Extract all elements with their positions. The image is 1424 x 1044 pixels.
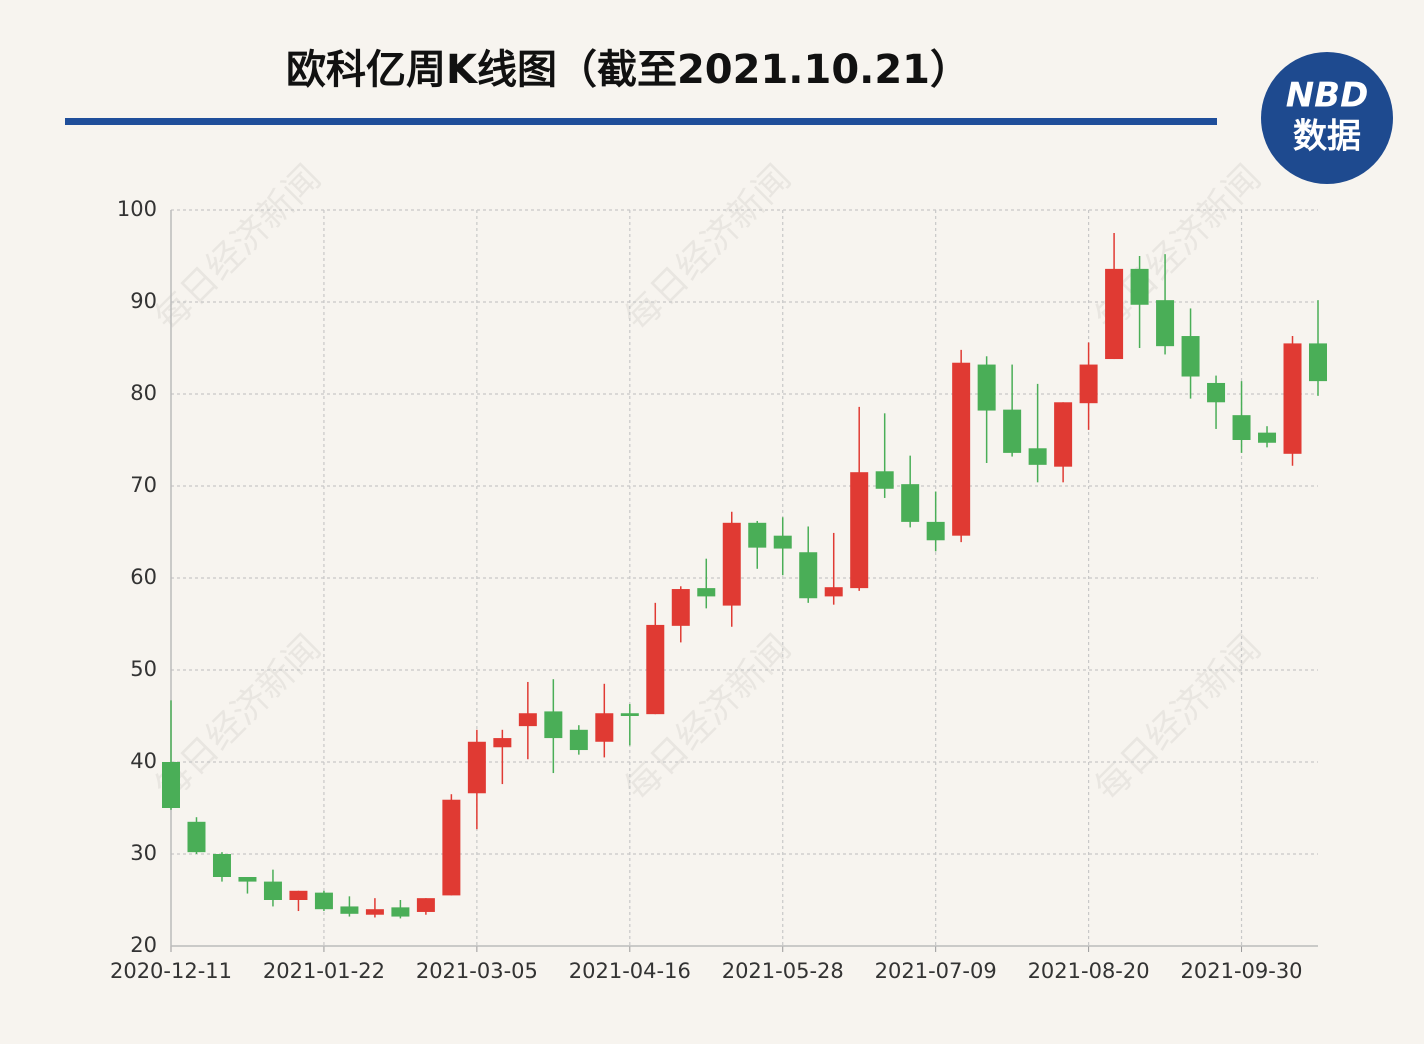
candle-body xyxy=(799,552,818,599)
candle-body xyxy=(340,906,359,914)
candle-body xyxy=(1181,336,1200,377)
candle-body xyxy=(977,364,996,411)
y-tick-label: 80 xyxy=(130,381,157,405)
y-tick-label: 30 xyxy=(130,841,157,865)
candle-body xyxy=(824,587,843,597)
candle-body xyxy=(1079,364,1098,404)
candle-body xyxy=(1054,402,1073,467)
candle-body xyxy=(926,521,945,541)
candle-body xyxy=(467,741,486,794)
candle-body xyxy=(952,362,971,536)
y-tick-label: 60 xyxy=(130,565,157,589)
x-tick-label: 2021-09-30 xyxy=(1181,959,1303,983)
candle-body xyxy=(1258,432,1277,443)
y-tick-label: 50 xyxy=(130,657,157,681)
y-tick-label: 20 xyxy=(130,933,157,957)
candle-body xyxy=(722,522,741,606)
candle-body xyxy=(493,738,512,748)
candle-body xyxy=(875,471,894,489)
candle-body xyxy=(187,821,206,853)
logo-circle xyxy=(1261,52,1393,184)
candle-body xyxy=(212,854,231,877)
y-tick-label: 100 xyxy=(117,197,157,221)
candle-body xyxy=(850,472,869,589)
candle-body xyxy=(620,713,639,716)
candle-body xyxy=(365,909,384,915)
candle-body xyxy=(646,624,665,715)
y-tick-label: 40 xyxy=(130,749,157,773)
candle-body xyxy=(238,877,257,882)
y-tick-label: 70 xyxy=(130,473,157,497)
y-tick-label: 90 xyxy=(130,289,157,313)
x-tick-label: 2021-01-22 xyxy=(263,959,385,983)
candle-body xyxy=(442,799,461,896)
logo-top: NBD xyxy=(1286,76,1369,116)
x-tick-label: 2021-07-09 xyxy=(875,959,997,983)
chart-title: 欧科亿周K线图（截至2021.10.21） xyxy=(286,47,970,93)
candle-body xyxy=(1028,448,1047,465)
candle-body xyxy=(595,713,614,742)
candle-body xyxy=(671,589,690,626)
candle-body xyxy=(289,890,308,900)
candle-body xyxy=(544,711,563,739)
candle-body xyxy=(1232,415,1251,440)
x-tick-label: 2020-12-11 xyxy=(110,959,232,983)
candle-body xyxy=(162,762,180,808)
x-tick-label: 2021-03-05 xyxy=(416,959,538,983)
candle-body xyxy=(569,729,588,751)
candle-body xyxy=(1207,382,1226,403)
candle-body xyxy=(697,588,716,597)
candle-body xyxy=(263,881,282,900)
candle-body xyxy=(1309,343,1327,382)
x-tick-label: 2021-08-20 xyxy=(1028,959,1150,983)
logo: NBD 数据 xyxy=(1261,52,1393,184)
candle-body xyxy=(1105,268,1124,360)
candle-body xyxy=(748,522,767,548)
title-rule xyxy=(65,118,1217,125)
candle-body xyxy=(416,898,435,912)
x-tick-label: 2021-05-28 xyxy=(722,959,844,983)
candle-body xyxy=(391,907,410,917)
candle-body xyxy=(1003,409,1022,453)
candle-body xyxy=(1130,268,1149,305)
logo-bottom: 数据 xyxy=(1293,117,1361,157)
candle-body xyxy=(314,892,333,910)
candle-body xyxy=(518,713,537,727)
x-tick-label: 2021-04-16 xyxy=(569,959,691,983)
candle-body xyxy=(1156,300,1175,347)
candle-body xyxy=(773,535,792,549)
candle-body xyxy=(901,484,920,522)
candle-body xyxy=(1283,343,1302,454)
